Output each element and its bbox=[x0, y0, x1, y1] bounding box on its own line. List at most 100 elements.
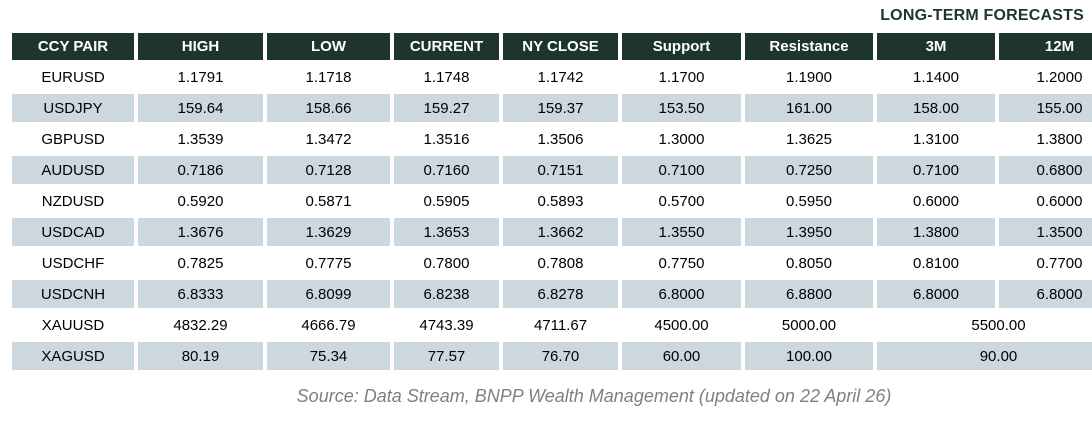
ccy-pair-cell: NZDUSD bbox=[41, 192, 105, 210]
value-cell: 0.7186 bbox=[138, 156, 263, 184]
table-row: USDCNH 6.8333 6.8099 6.8238 6.8278 6.8000 6.88… bbox=[12, 280, 1092, 308]
value-cell: 0.5920 bbox=[177, 192, 224, 210]
ccy-pair-cell: XAGUSD bbox=[12, 342, 134, 370]
ccy-pair-cell: USDCHF bbox=[41, 254, 105, 272]
forecast-table: CCY PAIR HIGH LOW CURRENT NY CLOSE Suppo… bbox=[8, 30, 1092, 373]
value-cell: 0.7800 bbox=[423, 254, 470, 272]
table-row: AUDUSD 0.7186 0.7128 0.7160 0.7151 0.7100 0.72… bbox=[12, 156, 1092, 184]
ccy-pair-cell: XAUUSD bbox=[41, 316, 105, 334]
value-cell: 90.00 bbox=[877, 342, 1092, 370]
value-cell: 1.3472 bbox=[305, 130, 352, 148]
value-cell: 6.8000 bbox=[622, 280, 741, 308]
value-cell: 80.19 bbox=[138, 342, 263, 370]
value-cell: 1.1718 bbox=[305, 68, 352, 86]
value-cell: 6.8238 bbox=[394, 280, 499, 308]
value-cell: 153.50 bbox=[622, 94, 741, 122]
value-cell: 0.8100 bbox=[913, 254, 959, 272]
value-cell: 6.8099 bbox=[267, 280, 390, 308]
value-cell: 6.8278 bbox=[503, 280, 618, 308]
value-cell: 1.1700 bbox=[658, 68, 705, 86]
table-row: XAUUSD 4832.29 4666.79 4743.39 4711.67 4500.0… bbox=[12, 311, 1092, 339]
value-cell: 1.1742 bbox=[537, 68, 584, 86]
value-cell: 1.1748 bbox=[423, 68, 470, 86]
value-cell: 0.5950 bbox=[786, 192, 832, 210]
col-header-high: HIGH bbox=[138, 33, 263, 60]
col-header-ccy-pair: CCY PAIR bbox=[12, 33, 134, 60]
value-cell: 0.6800 bbox=[999, 156, 1092, 184]
table-row: GBPUSD 1.3539 1.3472 1.3516 1.3506 1.3000 1.36… bbox=[12, 125, 1092, 153]
value-cell: 0.6000 bbox=[913, 192, 959, 210]
value-cell: 1.1791 bbox=[177, 68, 224, 86]
value-cell: 4500.00 bbox=[654, 316, 709, 334]
value-cell: 0.7700 bbox=[1036, 254, 1083, 272]
table-row: USDCHF 0.7825 0.7775 0.7800 0.7808 0.7750 0.80… bbox=[12, 249, 1092, 277]
value-cell: 1.3550 bbox=[622, 218, 741, 246]
value-cell: 1.2000 bbox=[1036, 68, 1083, 86]
value-cell: 0.5871 bbox=[305, 192, 352, 210]
col-header-ny-close: NY CLOSE bbox=[503, 33, 618, 60]
value-cell: 6.8000 bbox=[877, 280, 995, 308]
source-attribution: Source: Data Stream, BNPP Wealth Managem… bbox=[296, 386, 892, 406]
col-header-resistance: Resistance bbox=[745, 33, 873, 60]
table-row: EURUSD 1.1791 1.1718 1.1748 1.1742 1.1700 1.19… bbox=[12, 63, 1092, 91]
table-body: EURUSD 1.1791 1.1718 1.1748 1.1742 1.1700 1.19… bbox=[12, 63, 1092, 370]
value-cell: 159.37 bbox=[503, 94, 618, 122]
table-row: XAGUSD 80.19 75.34 77.57 76.70 60.00 100.00 90.… bbox=[12, 342, 1092, 370]
value-cell: 4832.29 bbox=[173, 316, 228, 334]
ccy-pair-cell: USDJPY bbox=[12, 94, 134, 122]
value-cell: 1.3625 bbox=[786, 130, 832, 148]
value-cell: 1.3100 bbox=[913, 130, 959, 148]
table-header: CCY PAIR HIGH LOW CURRENT NY CLOSE Suppo… bbox=[12, 33, 1092, 60]
ccy-pair-cell: EURUSD bbox=[41, 68, 105, 86]
value-cell: 4711.67 bbox=[533, 316, 588, 334]
value-cell: 0.7825 bbox=[177, 254, 224, 272]
col-header-12m: 12M bbox=[999, 33, 1092, 60]
value-cell: 0.7160 bbox=[394, 156, 499, 184]
col-header-low: LOW bbox=[267, 33, 390, 60]
value-cell: 0.8050 bbox=[786, 254, 832, 272]
value-cell: 1.3950 bbox=[745, 218, 873, 246]
ccy-pair-cell: GBPUSD bbox=[41, 130, 105, 148]
value-cell: 5500.00 bbox=[971, 316, 1026, 334]
ccy-pair-cell: USDCAD bbox=[12, 218, 134, 246]
value-cell: 0.5905 bbox=[423, 192, 470, 210]
value-cell: 0.7250 bbox=[745, 156, 873, 184]
value-cell: 0.7128 bbox=[267, 156, 390, 184]
ccy-pair-cell: USDCNH bbox=[12, 280, 134, 308]
table-row: USDCAD 1.3676 1.3629 1.3653 1.3662 1.3550 1.39… bbox=[12, 218, 1092, 246]
table-row: USDJPY 159.64 158.66 159.27 159.37 153.50 161.… bbox=[12, 94, 1092, 122]
value-cell: 0.7151 bbox=[503, 156, 618, 184]
value-cell: 76.70 bbox=[503, 342, 618, 370]
long-term-forecasts-title: LONG-TERM FORECASTS bbox=[880, 7, 1084, 24]
value-cell: 1.3676 bbox=[138, 218, 263, 246]
table-row: NZDUSD 0.5920 0.5871 0.5905 0.5893 0.5700 0.59… bbox=[12, 187, 1092, 215]
value-cell: 1.3800 bbox=[877, 218, 995, 246]
col-header-current: CURRENT bbox=[394, 33, 499, 60]
value-cell: 5000.00 bbox=[781, 316, 837, 334]
value-cell: 0.7100 bbox=[877, 156, 995, 184]
value-cell: 158.66 bbox=[267, 94, 390, 122]
value-cell: 155.00 bbox=[999, 94, 1092, 122]
value-cell: 1.3653 bbox=[394, 218, 499, 246]
value-cell: 0.7750 bbox=[658, 254, 705, 272]
value-cell: 77.57 bbox=[394, 342, 499, 370]
value-cell: 0.7100 bbox=[622, 156, 741, 184]
ccy-pair-cell: AUDUSD bbox=[12, 156, 134, 184]
value-cell: 1.1400 bbox=[913, 68, 959, 86]
value-cell: 1.3539 bbox=[177, 130, 224, 148]
value-cell: 0.7775 bbox=[305, 254, 352, 272]
value-cell: 1.3800 bbox=[1036, 130, 1083, 148]
value-cell: 60.00 bbox=[622, 342, 741, 370]
col-header-3m: 3M bbox=[877, 33, 995, 60]
col-header-support: Support bbox=[622, 33, 741, 60]
value-cell: 6.8800 bbox=[745, 280, 873, 308]
value-cell: 75.34 bbox=[267, 342, 390, 370]
value-cell: 6.8333 bbox=[138, 280, 263, 308]
value-cell: 0.7808 bbox=[537, 254, 584, 272]
value-cell: 1.1900 bbox=[786, 68, 832, 86]
value-cell: 0.5893 bbox=[537, 192, 584, 210]
value-cell: 1.3506 bbox=[537, 130, 584, 148]
value-cell: 0.6000 bbox=[1036, 192, 1083, 210]
value-cell: 1.3629 bbox=[267, 218, 390, 246]
value-cell: 6.8000 bbox=[999, 280, 1092, 308]
